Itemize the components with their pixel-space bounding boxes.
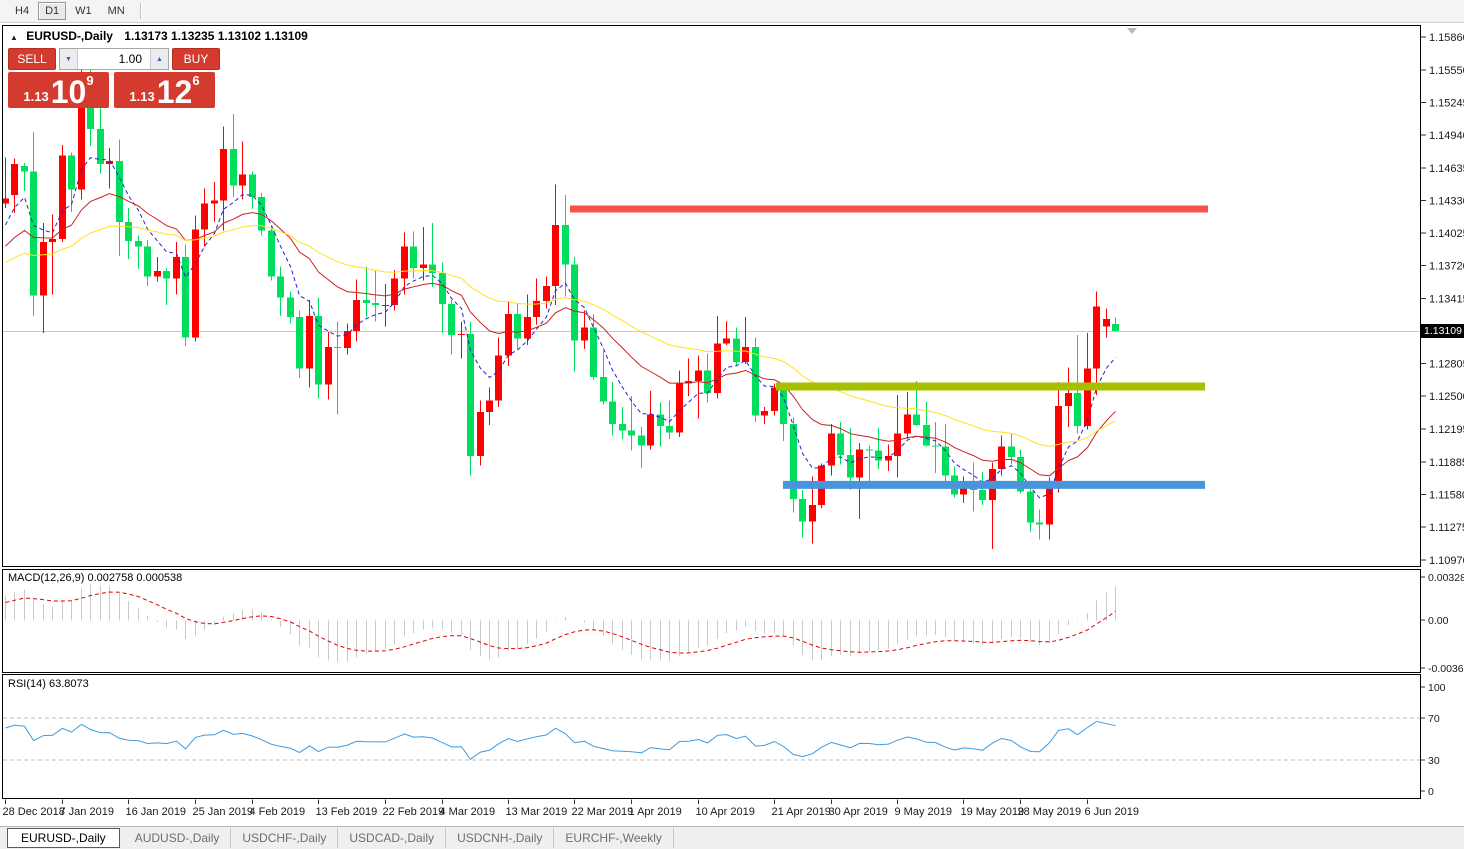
chart-title: ▲ EURUSD-,Daily 1.13173 1.13235 1.13102 … (10, 29, 308, 43)
one-click-trading-panel: SELL ▼ ▲ BUY 1.13 10 9 1.13 12 6 (8, 48, 220, 108)
chart-symbol-label: EURUSD-,Daily (26, 29, 113, 43)
svg-text:100: 100 (1428, 682, 1446, 694)
timeframe-toolbar: H4 D1 W1 MN (0, 0, 1464, 23)
svg-text:1.12805: 1.12805 (1429, 359, 1464, 371)
svg-text:13 Mar 2019: 13 Mar 2019 (506, 806, 568, 818)
svg-text:4 Mar 2019: 4 Mar 2019 (440, 806, 496, 818)
chart-shift-end-icon[interactable] (1127, 28, 1137, 34)
tab-usdcnh-daily[interactable]: USDCNH-,Daily (446, 828, 555, 848)
svg-text:28 Dec 2018: 28 Dec 2018 (3, 806, 65, 818)
timeframe-button-mn[interactable]: MN (101, 2, 132, 20)
one-click-controls-row: SELL ▼ ▲ BUY (8, 48, 220, 70)
svg-text:1.12195: 1.12195 (1429, 424, 1464, 436)
timeframe-button-h4[interactable]: H4 (8, 2, 36, 20)
bid-price-pipette: 9 (86, 73, 94, 88)
svg-text:1.13415: 1.13415 (1429, 293, 1464, 305)
tab-eurchf-weekly[interactable]: EURCHF-,Weekly (554, 828, 674, 848)
one-click-prices-row: 1.13 10 9 1.13 12 6 (8, 72, 220, 108)
svg-text:70: 70 (1428, 713, 1440, 725)
svg-text:4 Feb 2019: 4 Feb 2019 (250, 806, 306, 818)
svg-text:9 May 2019: 9 May 2019 (895, 806, 952, 818)
toolbar-separator (139, 3, 142, 19)
bid-price-tile[interactable]: 1.13 10 9 (8, 72, 109, 108)
sell-button[interactable]: SELL (8, 48, 56, 70)
rsi-panel[interactable] (3, 717, 1420, 761)
volume-input[interactable] (78, 49, 150, 69)
ma-fast-line (5, 157, 1116, 499)
svg-text:1.11275: 1.11275 (1429, 522, 1464, 534)
svg-text:1.14940: 1.14940 (1429, 130, 1464, 142)
svg-text:22 Feb 2019: 22 Feb 2019 (383, 806, 445, 818)
svg-text:0: 0 (1428, 786, 1434, 798)
price-axis[interactable]: 1.15860 1.15550 1.15245 1.14940 1.14635 1.143… (1420, 32, 1464, 567)
triangle-down-icon: ▼ (65, 55, 72, 63)
chart-tabs: EURUSD-,Daily AUDUSD-,Daily USDCHF-,Daily U… (0, 826, 1464, 849)
svg-text:1.15550: 1.15550 (1429, 65, 1464, 77)
svg-text:1.14635: 1.14635 (1429, 163, 1464, 175)
svg-text:22 Mar 2019: 22 Mar 2019 (572, 806, 634, 818)
svg-text:30: 30 (1428, 755, 1440, 767)
collapse-panel-icon[interactable]: ▲ (10, 33, 18, 42)
volume-decrease-button[interactable]: ▼ (60, 49, 78, 69)
svg-text:21 Apr 2019: 21 Apr 2019 (772, 806, 831, 818)
svg-text:1 Apr 2019: 1 Apr 2019 (629, 806, 682, 818)
svg-text:10 Apr 2019: 10 Apr 2019 (696, 806, 755, 818)
timeframe-button-d1[interactable]: D1 (38, 2, 67, 20)
chart-ohlc-values: 1.13173 1.13235 1.13102 1.13109 (124, 29, 308, 43)
svg-text:1.15245: 1.15245 (1429, 98, 1464, 110)
svg-text:7 Jan 2019: 7 Jan 2019 (60, 806, 114, 818)
ask-price-big-digits: 12 (156, 74, 193, 110)
rsi-indicator-label: RSI(14) 63.8073 (8, 678, 89, 690)
svg-text:0.00: 0.00 (1428, 615, 1449, 627)
ma-mid-line (5, 193, 1116, 477)
bid-price-big-digits: 10 (50, 74, 87, 110)
ma-slow-line (5, 225, 1116, 447)
rsi-axis[interactable]: 100 70 30 0 (1420, 682, 1446, 798)
svg-text:0.003287: 0.003287 (1428, 572, 1464, 584)
ask-price-tile[interactable]: 1.13 12 6 (114, 72, 215, 108)
panel-borders (2, 25, 1421, 799)
bid-price-prefix: 1.13 (23, 89, 49, 104)
macd-indicator-label: MACD(12,26,9) 0.002758 0.000538 (8, 572, 183, 584)
svg-text:19 May 2019: 19 May 2019 (961, 806, 1025, 818)
tab-usdchf-daily[interactable]: USDCHF-,Daily (231, 828, 339, 848)
svg-text:13 Feb 2019: 13 Feb 2019 (316, 806, 378, 818)
svg-text:1.11885: 1.11885 (1429, 457, 1464, 469)
svg-text:25 Jan 2019: 25 Jan 2019 (193, 806, 254, 818)
ask-price-pipette: 6 (192, 73, 200, 88)
tab-audusd-daily[interactable]: AUDUSD-,Daily (124, 828, 232, 848)
svg-text:1.14025: 1.14025 (1429, 228, 1464, 240)
svg-text:1.13720: 1.13720 (1429, 261, 1464, 273)
svg-text:28 May 2019: 28 May 2019 (1018, 806, 1082, 818)
volume-increase-button[interactable]: ▲ (150, 49, 168, 69)
tab-usdcad-daily[interactable]: USDCAD-,Daily (338, 828, 447, 848)
svg-text:30 Apr 2019: 30 Apr 2019 (829, 806, 888, 818)
triangle-up-icon: ▲ (156, 55, 163, 63)
svg-text:1.15860: 1.15860 (1429, 32, 1464, 44)
svg-text:16 Jan 2019: 16 Jan 2019 (126, 806, 187, 818)
buy-button[interactable]: BUY (172, 48, 220, 70)
macd-axis[interactable]: 0.003287 0.00 -0.003659 (1420, 572, 1464, 675)
current-price-tag: 1.13109 (1421, 324, 1464, 338)
svg-text:1.12500: 1.12500 (1429, 391, 1464, 403)
svg-text:-0.003659: -0.003659 (1428, 663, 1464, 675)
tab-eurusd-daily[interactable]: EURUSD-,Daily (7, 828, 120, 848)
macd-panel[interactable] (5, 584, 1116, 663)
svg-text:1.11580: 1.11580 (1429, 490, 1464, 502)
volume-stepper: ▼ ▲ (59, 48, 169, 70)
candlestick-chart[interactable] (2, 53, 1119, 550)
svg-text:1.14330: 1.14330 (1429, 195, 1464, 207)
svg-text:6 Jun 2019: 6 Jun 2019 (1085, 806, 1139, 818)
ask-price-prefix: 1.13 (129, 89, 155, 104)
timeframe-button-w1[interactable]: W1 (68, 2, 99, 20)
